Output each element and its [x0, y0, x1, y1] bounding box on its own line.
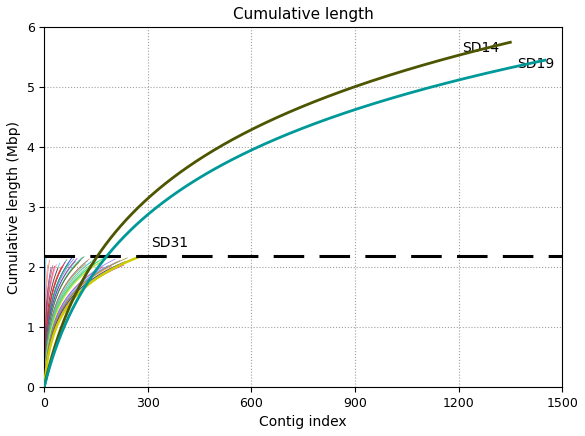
Y-axis label: Cumulative length (Mbp): Cumulative length (Mbp) [7, 120, 21, 293]
Text: SD31: SD31 [152, 236, 188, 250]
Title: Cumulative length: Cumulative length [233, 7, 374, 22]
X-axis label: Contig index: Contig index [259, 415, 347, 429]
Text: SD19: SD19 [517, 58, 555, 72]
Text: SD14: SD14 [462, 41, 499, 55]
